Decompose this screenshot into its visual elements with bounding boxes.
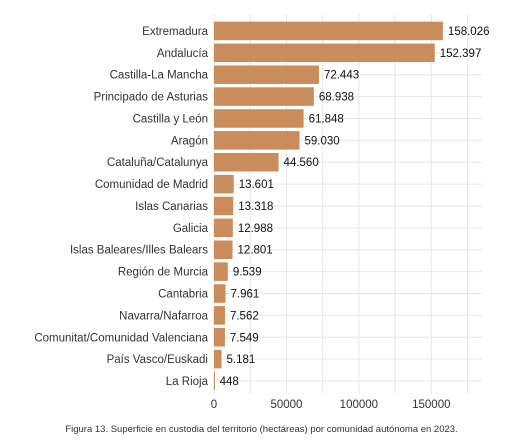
category-label: Aragón	[171, 135, 208, 147]
x-tick-label: 150000	[412, 399, 450, 411]
category-label: Comunidad de Madrid	[95, 179, 208, 191]
bar	[214, 109, 304, 128]
data-label: 13.318	[238, 201, 273, 213]
data-label: 448	[220, 376, 239, 388]
data-label: 9.539	[233, 267, 262, 279]
bar	[214, 328, 225, 347]
category-label: Extremadura	[142, 26, 208, 38]
bar	[214, 87, 314, 106]
data-label: 7.562	[230, 310, 259, 322]
data-label: 59.030	[305, 135, 340, 147]
category-label: Islas Baleares/Illes Balears	[70, 245, 208, 257]
category-label: Comunitat/Comunidad Valenciana	[34, 332, 208, 344]
bar	[214, 218, 233, 238]
data-label: 158.026	[448, 26, 490, 38]
data-label: 5.181	[227, 354, 256, 366]
data-label: 7.961	[231, 289, 260, 301]
category-label: Castilla-La Mancha	[110, 70, 209, 82]
category-label: Cantabria	[158, 289, 208, 301]
bar	[214, 196, 234, 216]
x-axis-ticks: 0 50000 100000 150000	[211, 399, 451, 411]
bar	[214, 371, 215, 391]
bar	[214, 152, 279, 172]
bar	[214, 349, 222, 369]
category-label: Galicia	[173, 223, 209, 235]
data-label: 61.848	[309, 113, 344, 125]
category-label: Principado de Asturias	[94, 92, 209, 104]
x-tick-label: 100000	[340, 399, 378, 411]
category-label: País Vasco/Euskadi	[107, 354, 208, 366]
category-label: Región de Murcia	[118, 267, 209, 279]
x-tick-label: 0	[211, 399, 217, 411]
data-label: 72.443	[324, 70, 359, 82]
bar	[214, 262, 228, 281]
data-label: 13.601	[239, 179, 274, 191]
bar	[214, 284, 226, 303]
bar	[214, 240, 233, 259]
bar	[214, 43, 435, 63]
bar	[214, 174, 234, 194]
category-label: Islas Canarias	[135, 201, 208, 213]
labels-layer: Extremadura 158.026 Andalucía 152.397 Castil…	[34, 26, 489, 388]
data-label: 152.397	[440, 48, 482, 60]
bar	[214, 306, 225, 325]
category-label: La Rioja	[166, 376, 209, 388]
bar	[214, 131, 300, 150]
data-label: 12.988	[238, 223, 273, 235]
category-label: Castilla y León	[133, 113, 208, 125]
category-label: Navarra/Nafarroa	[119, 310, 208, 322]
figure-caption: Figura 13. Superficie en custodia del te…	[65, 424, 458, 435]
bar	[214, 21, 443, 41]
bar	[214, 65, 319, 84]
bars-layer	[214, 21, 443, 391]
data-label: 68.938	[319, 92, 354, 104]
data-label: 44.560	[284, 157, 319, 169]
data-label: 12.801	[238, 245, 273, 257]
data-label: 7.549	[230, 332, 259, 344]
category-label: Cataluña/Catalunya	[107, 157, 209, 169]
category-label: Andalucía	[157, 48, 209, 60]
x-tick-label: 50000	[270, 399, 302, 411]
